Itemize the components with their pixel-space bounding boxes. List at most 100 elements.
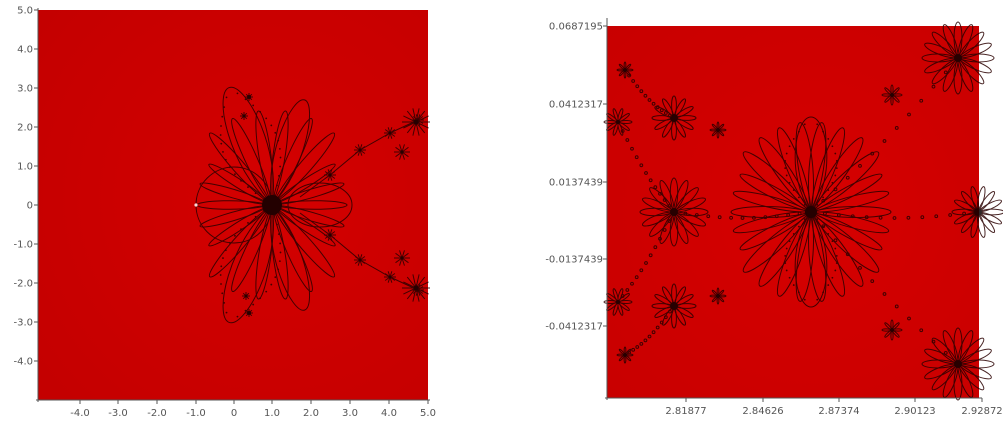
fractal-curve bbox=[617, 121, 630, 131]
fractal-curve bbox=[739, 173, 812, 213]
fractal-bead bbox=[920, 215, 925, 220]
fractal-curve bbox=[271, 182, 345, 206]
fractal-curve bbox=[717, 123, 725, 131]
fractal-dot bbox=[279, 165, 282, 168]
x-tick-label: -3.0 bbox=[108, 408, 128, 419]
fractal-curve bbox=[711, 295, 719, 303]
left-fractal-plot: 5.0 4.0 3.0 2.0 1.0 0 -1.0 -2.0 -3.0 -4.0 -4.0 -3.… bbox=[0, 0, 470, 423]
fractal-bead bbox=[667, 204, 672, 208]
fractal-curve bbox=[970, 211, 980, 238]
fractal-dot bbox=[240, 179, 242, 182]
fractal-bead bbox=[833, 187, 838, 192]
fractal-curve bbox=[977, 211, 1002, 225]
y-tick-label: -4.0 bbox=[13, 357, 33, 368]
fractal-dot bbox=[835, 254, 838, 257]
fractal-curve bbox=[642, 197, 675, 213]
fractal-dot bbox=[803, 218, 806, 221]
fractal-image-right bbox=[607, 26, 979, 398]
fractal-dot bbox=[244, 309, 247, 312]
fractal-node bbox=[890, 328, 894, 332]
fractal-curve bbox=[659, 211, 675, 244]
fractal-curve bbox=[617, 301, 624, 316]
fractal-dot bbox=[784, 159, 787, 162]
fractal-bead bbox=[644, 261, 648, 265]
fractal-dot bbox=[247, 221, 249, 224]
fractal-curve bbox=[716, 287, 720, 297]
y-tick-label: 0.0137439 bbox=[549, 178, 603, 189]
fractal-bead bbox=[635, 345, 640, 349]
fractal-curve bbox=[612, 108, 619, 123]
fractal-dot bbox=[798, 291, 800, 294]
fractal-dot bbox=[223, 106, 226, 109]
fractal-curve bbox=[953, 327, 963, 365]
fractal-curve bbox=[891, 329, 900, 338]
fractal-dot bbox=[798, 225, 800, 228]
fractal-bead bbox=[639, 89, 644, 94]
fractal-curve bbox=[957, 57, 974, 92]
fractal-curve bbox=[970, 186, 980, 213]
fractal-curve bbox=[881, 93, 893, 97]
fractal-curve bbox=[808, 122, 827, 213]
fractal-dot bbox=[252, 303, 255, 306]
fractal-curve bbox=[795, 211, 814, 302]
fractal-bead bbox=[668, 113, 672, 118]
fractal-dot bbox=[831, 145, 834, 148]
fractal-curve bbox=[612, 288, 619, 303]
fractal-curve bbox=[942, 24, 959, 59]
fractal-bead bbox=[919, 328, 924, 333]
fractal-curve bbox=[884, 94, 893, 103]
fractal-curve bbox=[884, 329, 893, 338]
fractal-dot bbox=[277, 139, 280, 142]
fractal-bead bbox=[644, 171, 648, 175]
fractal-node bbox=[358, 148, 362, 152]
fractal-dot bbox=[279, 251, 282, 254]
fractal-bead bbox=[639, 163, 644, 168]
fractal-curve bbox=[649, 211, 675, 237]
fractal-bead bbox=[662, 198, 667, 202]
y-tick-label: 5.0 bbox=[17, 6, 33, 17]
fractal-curve bbox=[299, 212, 331, 236]
fractal-curve bbox=[951, 208, 979, 216]
fractal-bead bbox=[627, 350, 631, 355]
fractal-dot bbox=[803, 123, 806, 126]
fractal-curve bbox=[603, 299, 619, 305]
fractal-dot bbox=[274, 276, 277, 279]
fractal-node bbox=[388, 131, 392, 135]
fractal-dot bbox=[259, 297, 262, 300]
fractal-curve bbox=[618, 69, 626, 77]
fractal-dot bbox=[784, 262, 787, 265]
fractal-bead bbox=[931, 84, 936, 89]
fractal-curve bbox=[617, 119, 633, 125]
fractal-dot bbox=[827, 138, 830, 140]
fractal-bead bbox=[648, 253, 653, 258]
fractal-dot bbox=[225, 96, 228, 99]
fractal-bead bbox=[833, 238, 838, 243]
fractal-curve bbox=[271, 163, 336, 206]
fractal-bead bbox=[850, 214, 855, 219]
x-tick-label: -2.0 bbox=[147, 408, 167, 419]
fractal-curve bbox=[612, 301, 619, 316]
fractal-curve bbox=[618, 354, 626, 362]
fractal-curve bbox=[717, 129, 725, 137]
x-tick-label: 4.0 bbox=[381, 408, 397, 419]
fractal-dot bbox=[834, 152, 837, 155]
fractal-dot bbox=[223, 301, 226, 304]
fractal-bead bbox=[934, 214, 939, 219]
fractal-dot bbox=[827, 284, 830, 286]
fractal-curve bbox=[976, 186, 986, 213]
fractal-node bbox=[623, 68, 627, 72]
fractal-curve bbox=[931, 337, 959, 365]
fractal-curve bbox=[673, 187, 699, 213]
y-tick-label: -0.0412317 bbox=[545, 322, 603, 333]
fractal-bead bbox=[647, 98, 652, 102]
y-tick-label: -3.0 bbox=[13, 318, 33, 329]
fractal-curve bbox=[271, 132, 336, 206]
fractal-dot bbox=[259, 110, 262, 113]
fractal-curve bbox=[618, 348, 626, 356]
fractal-curve bbox=[669, 211, 679, 247]
fractal-curve bbox=[287, 182, 353, 228]
fractal-curve bbox=[881, 328, 893, 332]
fractal-curve bbox=[931, 57, 959, 85]
fractal-node bbox=[670, 208, 678, 216]
fractal-curve bbox=[810, 211, 880, 273]
